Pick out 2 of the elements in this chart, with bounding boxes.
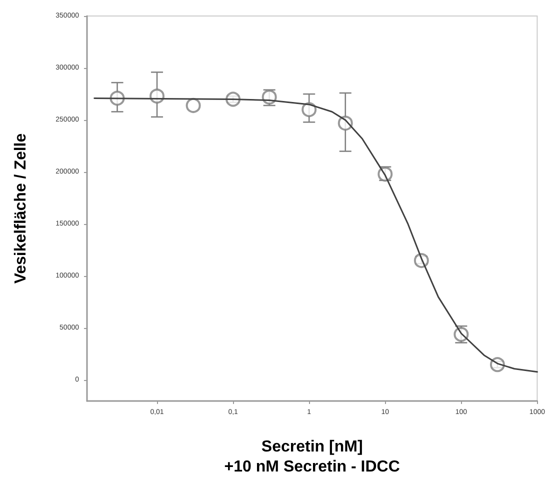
y-axis-title: Vesikelfläche / Zelle — [12, 133, 30, 284]
x-axis-title: Secretin [nM] +10 nM Secretin - IDCC — [224, 438, 400, 476]
